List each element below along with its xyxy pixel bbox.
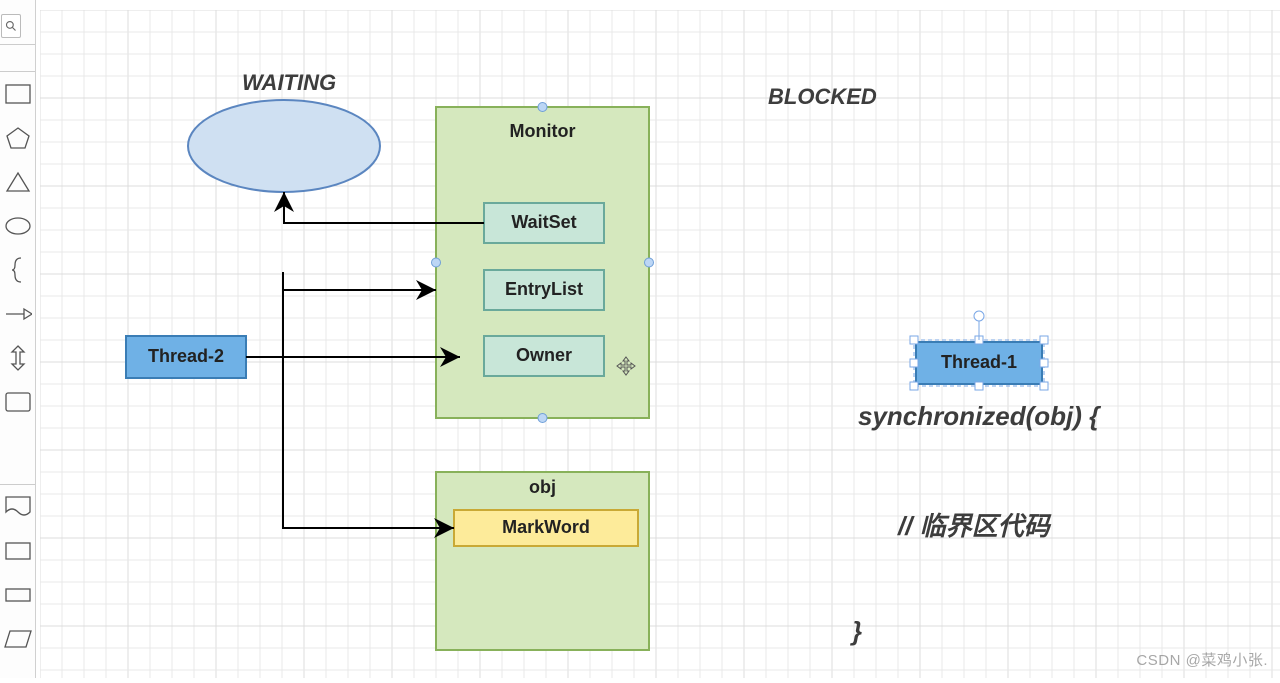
- shape-pentagon[interactable]: [0, 116, 36, 160]
- search-button[interactable]: [1, 14, 21, 38]
- label-sync_line: synchronized(obj) {: [858, 401, 1101, 431]
- node[interactable]: WaitSet: [484, 203, 604, 243]
- search-icon: [5, 20, 17, 32]
- shape-rect2[interactable]: [0, 529, 36, 573]
- svg-text:Thread-2: Thread-2: [148, 346, 224, 366]
- svg-text:Thread-1: Thread-1: [941, 352, 1017, 372]
- svg-text:EntryList: EntryList: [505, 279, 583, 299]
- diagram-svg: Monitor WaitSet EntryList Owner obj MarkWord T…: [40, 10, 1280, 678]
- label-blocked: BLOCKED: [768, 84, 877, 109]
- diagram-canvas[interactable]: Monitor WaitSet EntryList Owner obj MarkWord T…: [40, 10, 1280, 678]
- node[interactable]: Thread-2: [126, 336, 246, 378]
- shape-doc[interactable]: [0, 485, 36, 529]
- label-comment_line: // 临界区代码: [897, 511, 1052, 541]
- svg-text:Monitor: Monitor: [510, 121, 576, 141]
- node[interactable]: EntryList: [484, 270, 604, 310]
- shape-rect[interactable]: [0, 72, 36, 116]
- shape-brace[interactable]: [0, 248, 36, 292]
- svg-text:obj: obj: [529, 477, 556, 497]
- shape-rect-slim[interactable]: [0, 573, 36, 617]
- node[interactable]: Owner: [484, 336, 604, 376]
- svg-text:MarkWord: MarkWord: [502, 517, 590, 537]
- thread1-selected[interactable]: Thread-1: [910, 311, 1048, 390]
- svg-text:Owner: Owner: [516, 345, 572, 365]
- shape-ellipse[interactable]: [0, 204, 36, 248]
- shape-triangle[interactable]: [0, 160, 36, 204]
- shape-arrow-right[interactable]: [0, 292, 36, 336]
- shape-rect-round[interactable]: [0, 380, 36, 424]
- shapes-toolbar: [0, 0, 36, 678]
- svg-text:WaitSet: WaitSet: [511, 212, 576, 232]
- shape-resize-v[interactable]: [0, 336, 36, 380]
- label-waiting: WAITING: [242, 70, 336, 95]
- label-close_brace: }: [850, 616, 862, 646]
- node[interactable]: MarkWord: [454, 510, 638, 546]
- watermark: CSDN @菜鸡小张.: [1136, 649, 1268, 670]
- shape-parallelogram[interactable]: [0, 617, 36, 661]
- node[interactable]: obj: [436, 472, 649, 650]
- waiting-ellipse[interactable]: [188, 100, 380, 192]
